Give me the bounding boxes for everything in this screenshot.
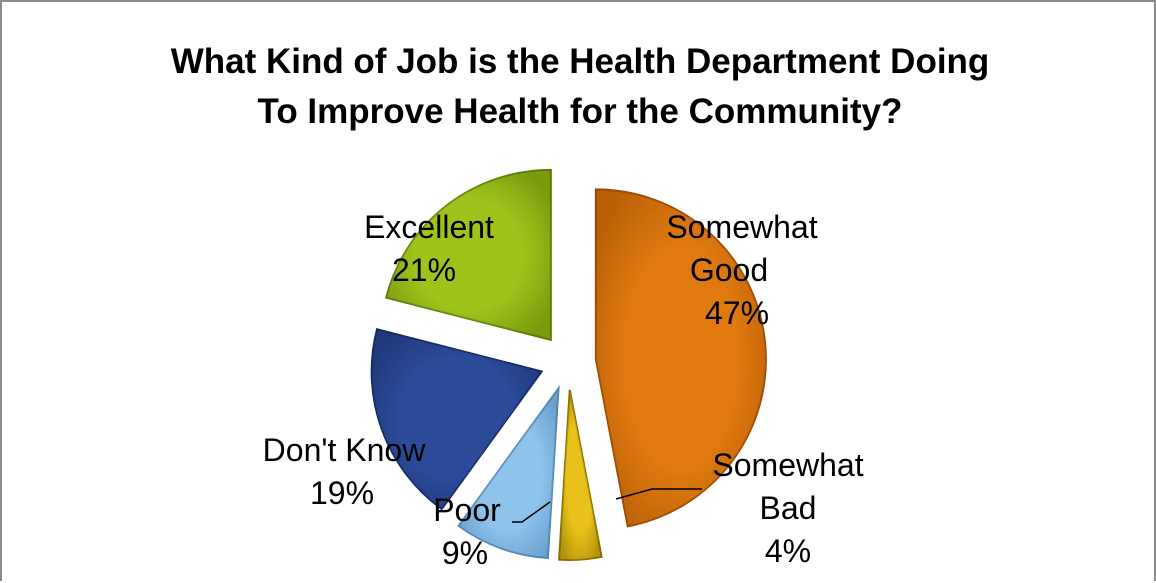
label-dont-know-pct: 19% bbox=[310, 475, 374, 511]
leader-line-poor bbox=[512, 501, 551, 523]
pie-slice-shade-somewhat-bad bbox=[559, 389, 602, 560]
label-somewhat-bad-pct: 4% bbox=[765, 533, 811, 569]
pie-slice-shade-poor bbox=[458, 388, 559, 559]
leader-line-somewhat-bad bbox=[615, 488, 702, 500]
label-excellent-pct: 21% bbox=[392, 252, 456, 288]
label-excellent-line-1: Excellent bbox=[364, 209, 494, 245]
pie-slice-shade-somewhat-good bbox=[595, 189, 766, 527]
pie-slice-shade-dont-know bbox=[371, 329, 542, 510]
chart-title-line-2: To Improve Health for the Community? bbox=[258, 92, 903, 131]
label-poor-line-1: Poor bbox=[433, 492, 501, 528]
pie-slice-shade-excellent bbox=[386, 169, 551, 340]
chart-title-line-1: What Kind of Job is the Health Departmen… bbox=[171, 42, 990, 81]
label-somewhat-good-pct: 47% bbox=[705, 295, 769, 331]
label-poor-pct: 9% bbox=[442, 535, 488, 571]
label-dont-know-line-1: Don't Know bbox=[263, 432, 427, 468]
label-somewhat-bad-line-1: Somewhat bbox=[712, 447, 863, 483]
label-somewhat-bad-line-2: Bad bbox=[760, 490, 817, 526]
label-somewhat-good-line-1: Somewhat bbox=[666, 209, 817, 245]
label-somewhat-good-line-2: Good bbox=[690, 252, 768, 288]
